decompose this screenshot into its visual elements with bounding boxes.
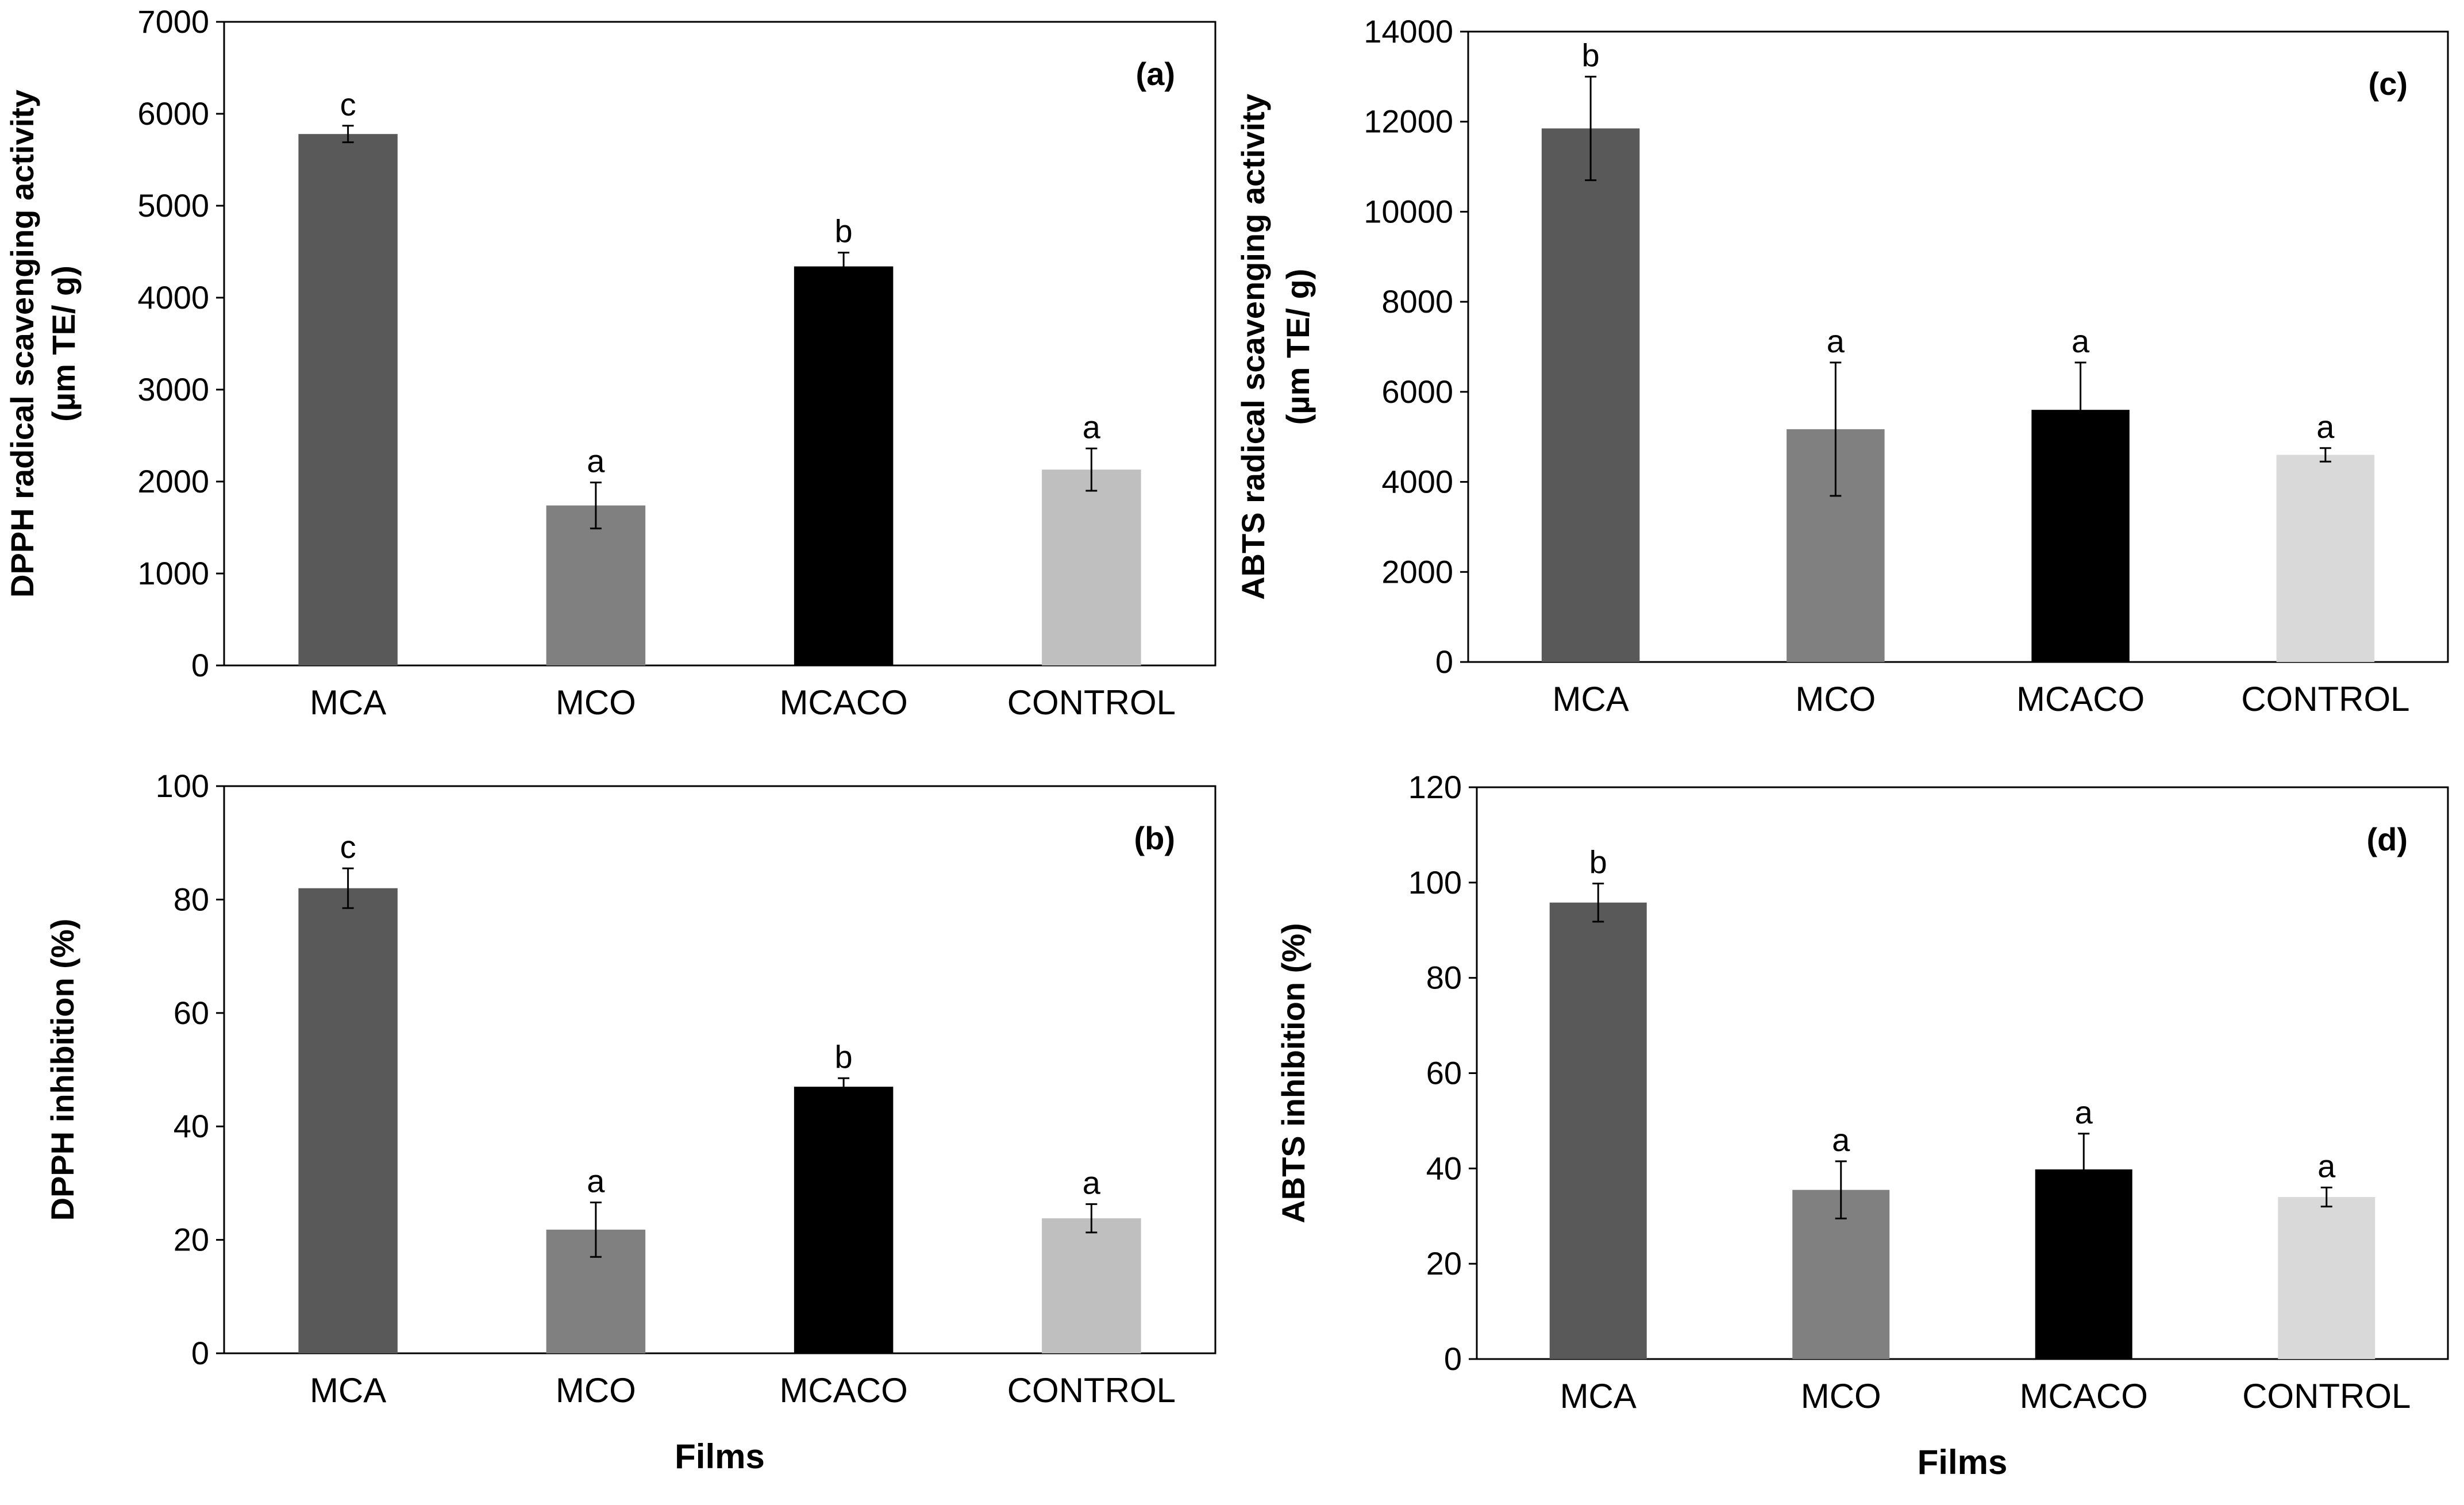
bar-control	[2278, 1197, 2376, 1359]
category-label: MCACO	[2016, 680, 2145, 718]
category-label: MCO	[1801, 1377, 1881, 1415]
y-tick-label: 2000	[137, 463, 209, 499]
significance-label: b	[835, 1038, 853, 1075]
y-tick-label: 7000	[137, 3, 209, 40]
category-label: MCACO	[2020, 1377, 2148, 1415]
significance-label: a	[2317, 1148, 2336, 1184]
bar-mcaco	[794, 1087, 894, 1353]
bar-control	[1042, 469, 1141, 665]
category-label: MCO	[556, 1371, 636, 1410]
panel-label: (c)	[2369, 66, 2408, 102]
significance-label: b	[1582, 37, 1600, 73]
bar-mca	[298, 134, 398, 665]
bar-mca	[1549, 902, 1647, 1359]
bar-mco	[546, 505, 646, 665]
significance-label: a	[2075, 1094, 2093, 1130]
y-tick-label: 0	[191, 647, 209, 683]
plot-frame	[1467, 30, 2449, 663]
category-label: CONTROL	[1007, 683, 1176, 722]
y-tick-label: 60	[174, 995, 209, 1031]
y-tick-label: 1000	[137, 555, 209, 591]
y-tick-label: 4000	[1381, 464, 1453, 500]
y-axis-title: ABTS inhibition (%)	[1275, 923, 1311, 1223]
significance-label: a	[587, 1163, 605, 1199]
y-tick-label: 40	[1426, 1150, 1462, 1186]
y-tick-label: 120	[1408, 769, 1462, 805]
y-tick-label: 6000	[137, 95, 209, 132]
y-tick-label: 20	[174, 1222, 209, 1258]
panel-label: (d)	[2366, 821, 2408, 857]
bar-mcaco	[794, 266, 894, 666]
y-tick-label: 0	[1444, 1341, 1462, 1377]
y-tick-label: 3000	[137, 371, 209, 407]
significance-label: a	[1832, 1122, 1850, 1158]
chart-panel-a: 0 1000 2000 3000 4000 5000 6000 7000 c MCA a MCO b MC…	[4, 3, 1216, 722]
significance-label: c	[340, 829, 356, 865]
bar-mca	[298, 888, 398, 1353]
plot-frame	[223, 21, 1216, 667]
significance-label: a	[2316, 409, 2335, 445]
chart-panel-b: 0 20 40 60 80 100 c MCA a MCO b MCACO a CONTROL (b) DPP…	[44, 768, 1216, 1476]
significance-label: a	[1827, 323, 1845, 359]
y-axis-title: DPPH inhibition (%)	[44, 919, 80, 1221]
chart-panel-c: 0 2000 4000 6000 8000 10000 12000 14000 b MCA a MCO…	[1235, 13, 2449, 718]
bar-control	[1042, 1218, 1141, 1353]
category-label: MCO	[1795, 680, 1876, 718]
y-axis-title: (µm TE/ g)	[1280, 269, 1316, 425]
significance-label: a	[1083, 409, 1101, 445]
y-tick-label: 10000	[1364, 193, 1453, 229]
category-label: MCO	[556, 683, 636, 722]
significance-label: b	[835, 213, 853, 249]
y-tick-label: 60	[1426, 1055, 1462, 1091]
category-label: MCA	[310, 1371, 386, 1410]
category-label: MCA	[1552, 680, 1628, 718]
y-tick-label: 100	[1408, 864, 1462, 900]
y-tick-label: 5000	[137, 187, 209, 224]
y-tick-label: 0	[1435, 644, 1453, 680]
y-tick-label: 20	[1426, 1245, 1462, 1281]
panel-label: (a)	[1136, 56, 1175, 92]
bar-mca	[1541, 128, 1640, 663]
significance-label: a	[1083, 1164, 1101, 1200]
category-label: MCACO	[779, 1371, 907, 1410]
y-tick-label: 80	[1426, 960, 1462, 996]
chart-panel-d: 0 20 40 60 80 100 120 b MCA a MCO a MCACO a CONTROL (d)…	[1275, 769, 2449, 1481]
category-label: CONTROL	[2242, 1377, 2411, 1415]
significance-label: a	[587, 443, 605, 479]
y-tick-label: 14000	[1364, 13, 1453, 49]
y-tick-label: 80	[174, 881, 209, 917]
significance-label: b	[1589, 844, 1607, 880]
y-axis-title: (µm TE/ g)	[45, 265, 82, 422]
y-tick-label: 4000	[137, 279, 209, 315]
y-tick-label: 12000	[1364, 103, 1453, 140]
y-tick-label: 8000	[1381, 283, 1453, 320]
y-tick-label: 40	[174, 1108, 209, 1144]
category-label: MCACO	[779, 683, 907, 722]
significance-label: a	[2072, 323, 2090, 359]
bar-control	[2276, 455, 2375, 662]
category-label: MCA	[1560, 1377, 1637, 1415]
category-label: CONTROL	[2241, 680, 2409, 718]
panel-label: (b)	[1134, 820, 1175, 856]
x-axis-title: Films	[1918, 1443, 2008, 1481]
category-label: MCA	[310, 683, 386, 722]
y-tick-label: 6000	[1381, 374, 1453, 410]
y-axis-title: DPPH radical scavenging activity	[4, 90, 40, 598]
y-tick-label: 0	[191, 1335, 209, 1371]
x-axis-title: Films	[675, 1437, 765, 1476]
significance-label: c	[340, 86, 356, 122]
y-tick-label: 2000	[1381, 553, 1453, 590]
category-label: CONTROL	[1007, 1371, 1176, 1410]
plot-frame	[223, 785, 1216, 1354]
y-tick-label: 100	[156, 768, 209, 804]
y-axis-title: ABTS radical scavenging activity	[1235, 94, 1271, 600]
